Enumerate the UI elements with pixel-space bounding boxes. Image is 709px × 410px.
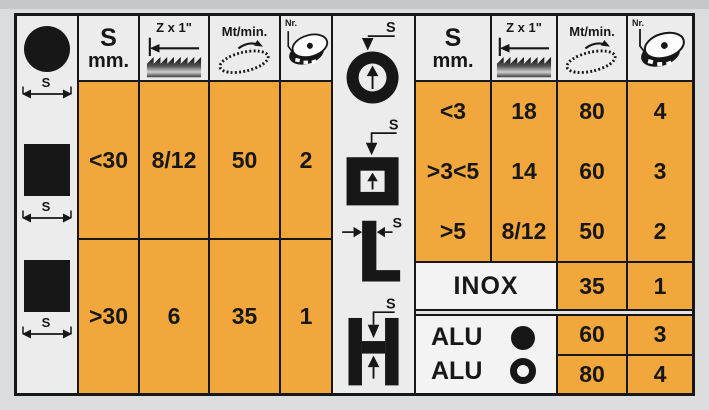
alu-hollow-row-label: ALU: [431, 357, 541, 386]
alu-speed-cell: 80: [558, 355, 626, 393]
alu-wheel-cell: 4: [628, 355, 692, 393]
teeth-per-inch-label: Z x 1": [156, 20, 192, 35]
table-cell: 50: [210, 82, 279, 238]
header-s-label: S: [100, 23, 117, 52]
top-edge-strip: [0, 0, 709, 9]
profile-material-column: S S S: [331, 16, 416, 393]
blade-loop-icon: [218, 39, 270, 74]
hollow-circle-icon: [510, 358, 536, 385]
alu-label-box: ALU ALU: [416, 316, 556, 393]
header-teeth-per-inch: Z x 1": [492, 16, 556, 80]
header-wheel-number: Nr.: [281, 16, 331, 80]
teeth-per-inch-label: Z x 1": [506, 20, 542, 35]
profile-material-table: S mm. Z x 1" Mt/min.: [416, 16, 692, 393]
table-cell: <30: [79, 82, 138, 238]
table-cell: 8/12: [140, 82, 208, 238]
nr-label: Nr.: [632, 18, 645, 28]
chart-frame: S S S: [14, 13, 695, 396]
svg-text:S: S: [386, 296, 396, 312]
alu-solid-row-label: ALU: [431, 323, 541, 352]
numbered-wheel-icon: [287, 31, 329, 65]
header-wheel-number: Nr.: [628, 16, 692, 80]
svg-text:S: S: [392, 215, 402, 231]
svg-text:S: S: [386, 20, 396, 36]
alu-wheel-cell: 3: [628, 316, 692, 354]
header-mm-label: mm.: [432, 50, 474, 73]
alu-wheel-cells: 3 4: [628, 316, 692, 393]
s-dimension-arrow-icon: S: [22, 76, 72, 99]
inox-speed-cell: 35: [558, 263, 626, 309]
mt-min-label: Mt/min.: [221, 24, 268, 39]
column-wheel-values: 4 3 2: [628, 82, 692, 261]
inox-label: INOX: [416, 263, 556, 309]
column-teeth-values: 18 14 8/12: [492, 82, 556, 261]
header-thickness: S mm.: [416, 16, 490, 80]
saw-teeth-icon: [146, 37, 202, 78]
svg-text:S: S: [42, 316, 51, 330]
header-thickness: S mm.: [79, 16, 138, 80]
section-divider: [416, 311, 692, 314]
alu-speed-cells: 60 80: [558, 316, 626, 393]
solid-square-bar-icon: [24, 144, 70, 196]
solid-square-bar-icon: [24, 260, 70, 312]
header-cutting-speed: Mt/min.: [210, 16, 279, 80]
nr-label: Nr.: [285, 18, 298, 28]
h-beam-profile-icon: S: [347, 296, 399, 386]
round-tube-profile-icon: S: [346, 20, 399, 104]
svg-text:S: S: [42, 76, 51, 90]
solid-material-table: S mm. Z x 1" Mt/min.: [77, 16, 331, 393]
alu-speed-cell: 60: [558, 316, 626, 354]
solid-material-column: S S S: [17, 16, 77, 393]
table-cell: 6: [140, 240, 208, 393]
table-cell: 1: [281, 240, 331, 393]
header-cutting-speed: Mt/min.: [558, 16, 626, 80]
header-teeth-per-inch: Z x 1": [140, 16, 208, 80]
svg-text:S: S: [388, 118, 398, 134]
header-s-label: S: [444, 23, 462, 52]
column-speed-values: 80 60 50: [558, 82, 626, 261]
table-cell: >30: [79, 240, 138, 393]
s-dimension-arrow-icon: S: [22, 200, 72, 223]
blade-loop-icon: [565, 39, 617, 74]
table-cell: 2: [281, 82, 331, 238]
header-mm-label: mm.: [87, 50, 130, 73]
inox-wheel-cell: 1: [628, 263, 692, 309]
column-thickness-values: <3 >3<5 >5: [416, 82, 490, 261]
saw-teeth-icon: [496, 37, 552, 78]
mt-min-label: Mt/min.: [569, 24, 615, 39]
table-cell: 35: [210, 240, 279, 393]
square-tube-profile-icon: S: [346, 118, 398, 206]
solid-circle-icon: [511, 325, 535, 350]
angle-profile-icon: S: [341, 215, 402, 282]
svg-text:S: S: [42, 200, 51, 214]
s-dimension-arrow-icon: S: [22, 316, 72, 339]
solid-round-bar-icon: [24, 26, 70, 72]
numbered-wheel-icon: [639, 29, 685, 67]
